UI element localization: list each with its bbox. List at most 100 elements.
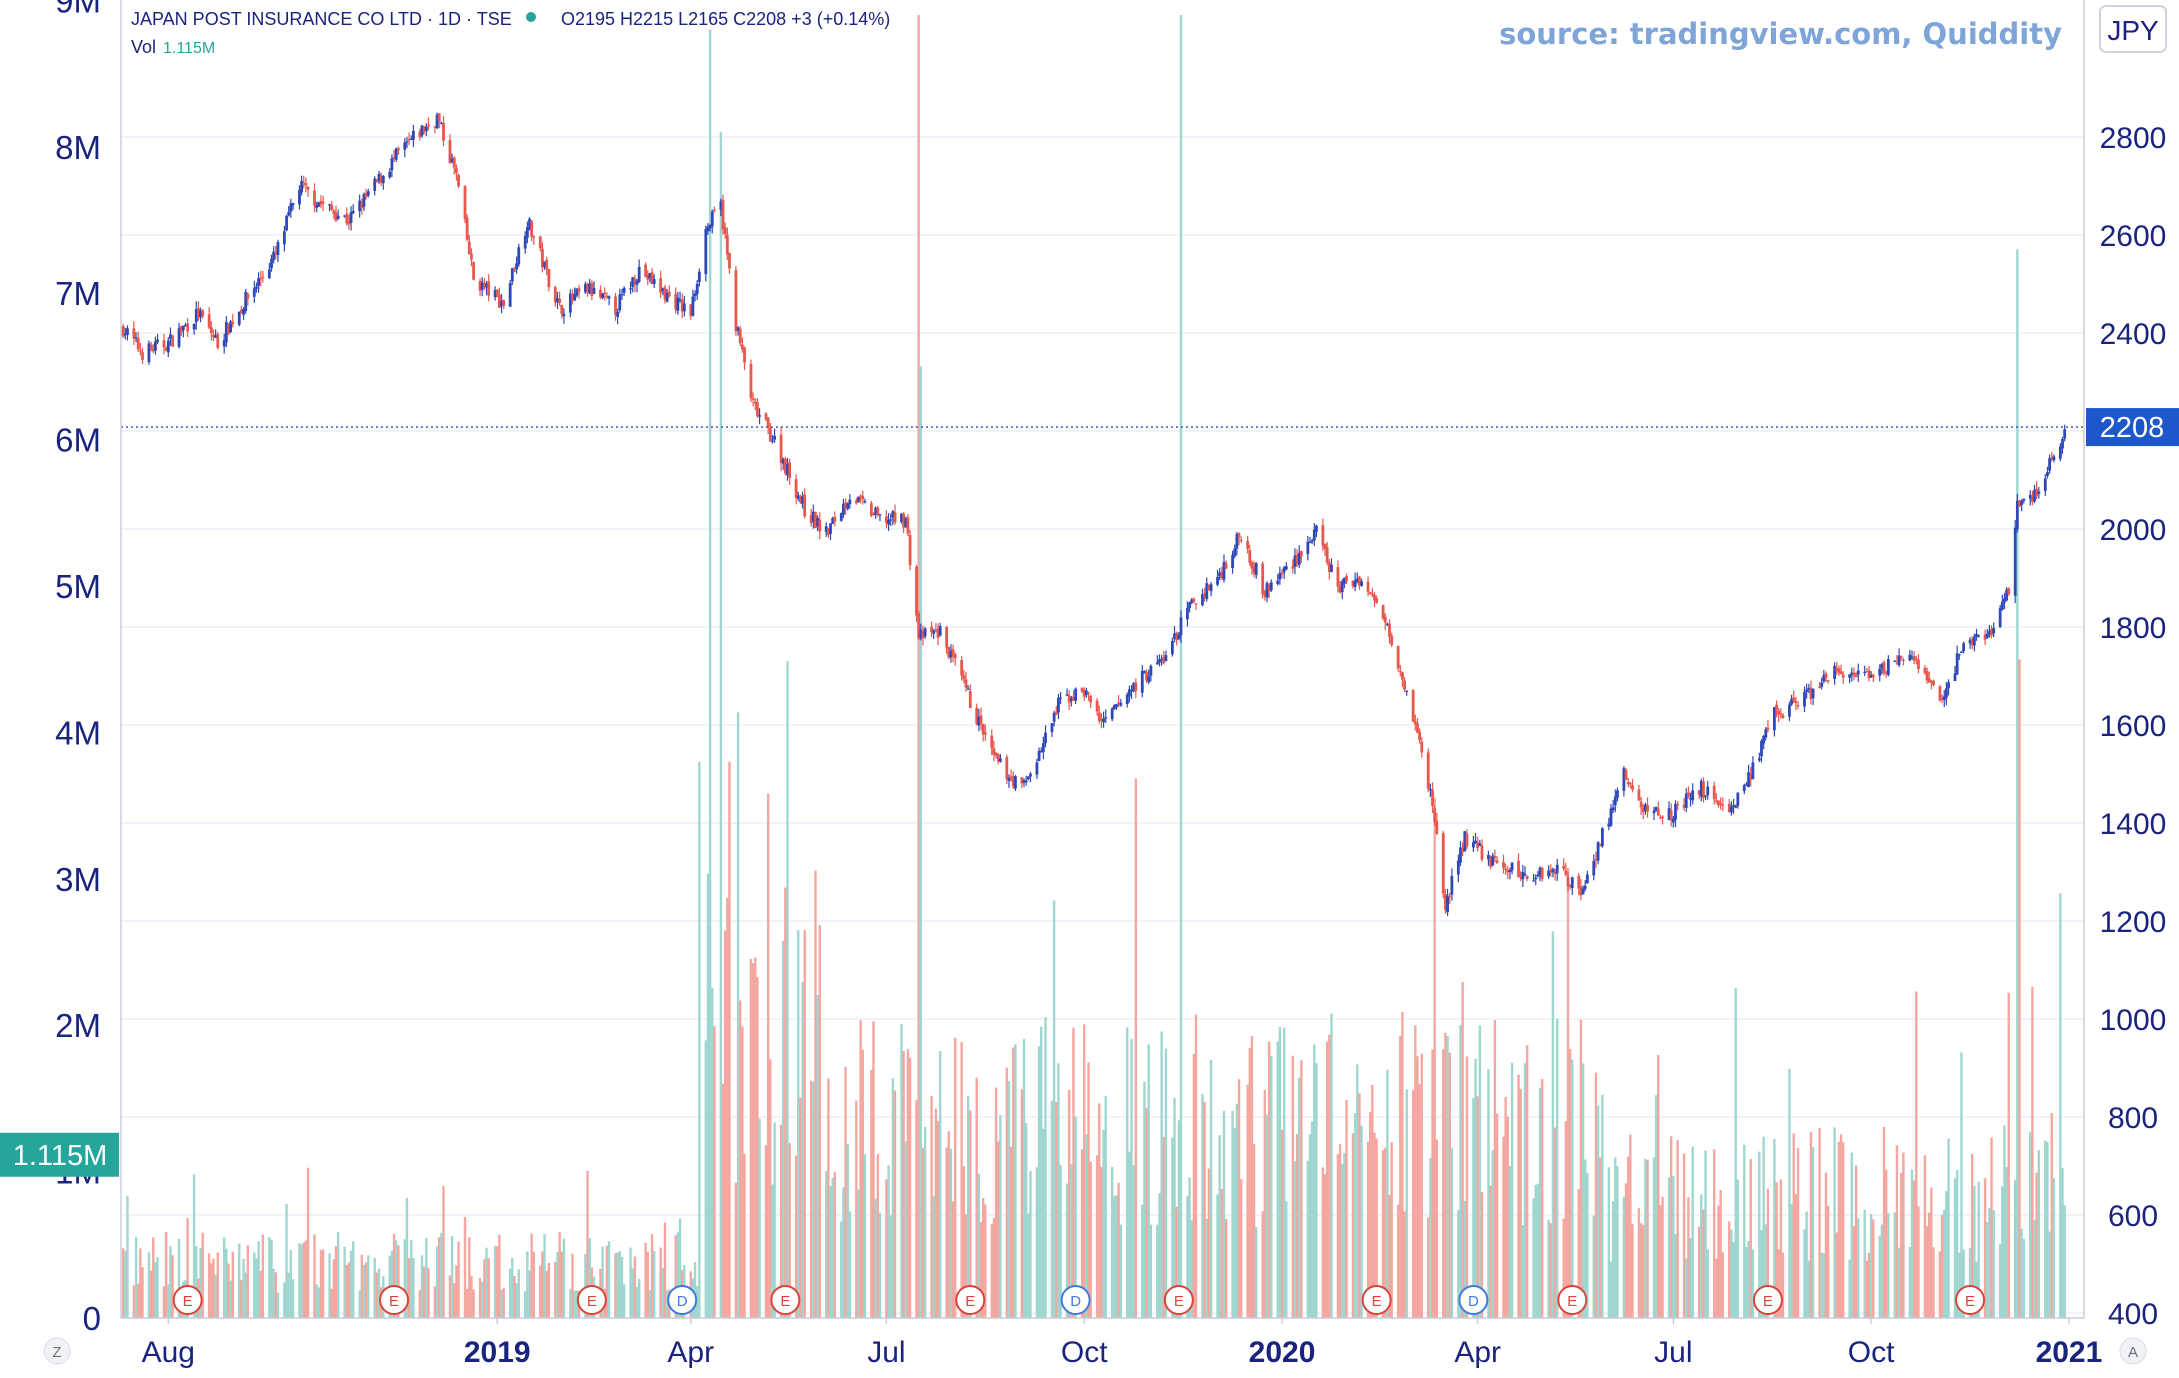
dividend-marker[interactable]: D — [1458, 1285, 1489, 1315]
dividend-marker[interactable]: D — [667, 1285, 698, 1315]
volume-bar — [997, 1141, 1000, 1318]
volume-bar — [1313, 1044, 1316, 1318]
candle-body — [558, 298, 562, 303]
candle-body — [1975, 633, 1978, 637]
volume-bar — [1450, 1148, 1454, 1318]
ohlc-readout: O2195 H2215 L2165 C2208 +3 (+0.14%) — [561, 9, 890, 29]
candle-body — [1719, 803, 1723, 806]
volume-bar — [1781, 1252, 1785, 1318]
candle-body — [1637, 789, 1641, 801]
candle-body — [270, 258, 273, 269]
volume-bar — [1117, 1182, 1120, 1318]
candle-body — [1566, 876, 1570, 887]
candle-body — [1818, 686, 1821, 689]
candle-body — [932, 630, 936, 634]
volume-bar — [1865, 1260, 1869, 1318]
volume-bar — [1747, 1241, 1750, 1318]
symbol-title[interactable]: JAPAN POST INSURANCE CO LTD · 1D · TSE — [131, 9, 512, 29]
candle-body — [1899, 656, 1903, 658]
volume-bar — [1592, 1215, 1595, 1318]
volume-bar — [526, 1251, 529, 1318]
volume-bar — [1811, 1147, 1815, 1318]
price-tick-label: 1800 — [2100, 612, 2167, 645]
candle-body — [274, 252, 278, 255]
candle-body — [523, 236, 527, 249]
volume-bar — [2013, 1179, 2017, 1318]
candle-body — [872, 513, 875, 516]
volume-bar — [1960, 1052, 1963, 1318]
volume-bar — [874, 1198, 877, 1318]
volume-bar — [1179, 15, 1183, 1318]
candle-body — [289, 203, 293, 212]
earnings-marker[interactable]: E — [1557, 1285, 1588, 1315]
earnings-marker[interactable]: E — [1752, 1285, 1783, 1315]
candle-body — [764, 413, 768, 420]
candle-body — [349, 212, 353, 223]
volume-bar — [1375, 1138, 1378, 1318]
volume-bar — [1676, 1140, 1679, 1318]
candle-body — [261, 276, 265, 278]
volume-bar — [588, 1238, 591, 1318]
auto-scale-right-button[interactable]: A — [2119, 1337, 2147, 1365]
candle-body — [1487, 854, 1490, 860]
volume-bar — [1998, 1243, 2002, 1318]
candle-body — [450, 158, 454, 163]
volume-bar — [975, 1077, 978, 1318]
candle-body — [1495, 860, 1499, 864]
candle-body — [1323, 543, 1327, 549]
auto-scale-left-button[interactable]: Z — [43, 1337, 71, 1365]
volume-bar — [508, 1268, 512, 1318]
earnings-marker[interactable]: E — [172, 1285, 203, 1315]
candle-body — [1628, 783, 1632, 785]
earnings-marker[interactable]: E — [955, 1285, 986, 1315]
candle-body — [136, 338, 140, 350]
candle-body — [783, 458, 787, 474]
candle-body — [1284, 566, 1288, 570]
volume-bar — [885, 1179, 888, 1318]
candle-body — [1218, 572, 1222, 577]
volume-bar — [633, 1256, 637, 1318]
candle-body — [756, 402, 759, 416]
volume-bar — [842, 1187, 845, 1318]
earnings-marker[interactable]: E — [1361, 1285, 1392, 1315]
volume-bar — [1687, 1197, 1690, 1318]
volume-bar — [1841, 1142, 1845, 1318]
candle-body — [1170, 640, 1174, 655]
currency-button[interactable]: JPY — [2099, 5, 2167, 53]
volume-bar — [1276, 1041, 1279, 1318]
candle-body — [1609, 808, 1613, 826]
candle-body — [1772, 707, 1776, 731]
candle-body — [706, 226, 710, 232]
candle-body — [1338, 586, 1342, 593]
source-credit: source: tradingview.com, Quiddity — [1499, 17, 2062, 51]
candle-body — [1865, 671, 1869, 673]
earnings-marker[interactable]: E — [379, 1285, 410, 1315]
volume-bar — [1427, 1217, 1430, 1318]
earnings-marker[interactable]: E — [1163, 1285, 1194, 1315]
volume-bar — [1158, 1193, 1161, 1318]
candle-body — [1308, 541, 1312, 544]
candle-body — [255, 286, 258, 289]
dividend-marker[interactable]: D — [1060, 1285, 1091, 1315]
volume-bar — [1661, 1196, 1664, 1318]
volume-bar — [1220, 1188, 1224, 1318]
volume-label[interactable]: Vol — [131, 37, 156, 57]
candle-body — [2005, 589, 2008, 601]
candle-body — [1893, 660, 1897, 662]
earnings-marker[interactable]: E — [1955, 1285, 1986, 1315]
volume-bar — [255, 1258, 258, 1318]
volume-bar — [1674, 1233, 1677, 1318]
candle-body — [1837, 668, 1841, 673]
candle-body — [951, 649, 955, 656]
candle-body — [1097, 712, 1101, 721]
earnings-marker[interactable]: E — [770, 1285, 801, 1315]
candle-body — [1050, 723, 1054, 733]
volume-bar — [287, 1272, 290, 1318]
volume-bar — [962, 1166, 966, 1318]
volume-bar — [1145, 1108, 1148, 1318]
volume-bar — [1020, 1089, 1024, 1318]
price-tick-label: 1000 — [2100, 1004, 2167, 1037]
earnings-marker[interactable]: E — [576, 1285, 607, 1315]
volume-bar — [1360, 1125, 1363, 1318]
